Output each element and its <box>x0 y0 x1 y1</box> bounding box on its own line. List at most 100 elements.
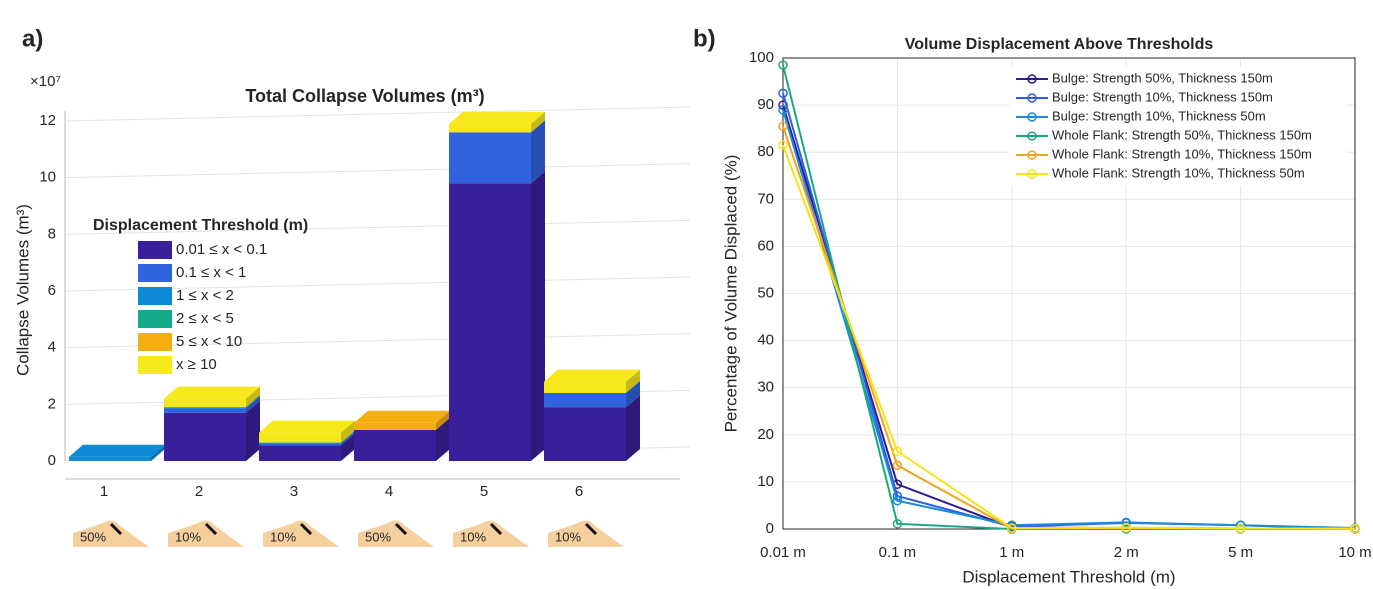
x-tick-label: 2 <box>195 483 203 500</box>
bar-segment <box>449 132 531 184</box>
bar-side <box>246 386 260 408</box>
chart-title: Total Collapse Volumes (m³) <box>245 86 484 106</box>
x-tick-label: 4 <box>385 483 393 500</box>
y-tick-label: 90 <box>757 96 774 113</box>
y-axis-label: Collapse Volumes (m³) <box>13 204 32 376</box>
legend-marker <box>1027 74 1037 84</box>
legend-marker <box>1027 150 1037 160</box>
bar-side <box>341 420 355 443</box>
legend-swatch <box>138 264 172 282</box>
point <box>892 446 903 457</box>
bar-side <box>531 111 545 133</box>
icon-label: 50% <box>80 529 106 544</box>
bar-segment <box>259 432 341 443</box>
bar-segment <box>164 398 246 408</box>
legend-marker <box>1027 93 1037 103</box>
legend-label: 0.1 ≤ x < 1 <box>176 264 246 281</box>
legend-marker <box>1027 169 1037 179</box>
point <box>778 105 788 115</box>
slope-icon-mark <box>299 522 313 536</box>
slope-icon-mark <box>204 522 218 536</box>
bar-top <box>69 444 165 457</box>
y-tick-label: 0 <box>48 452 56 469</box>
bar-side <box>531 171 545 462</box>
bar-side <box>151 444 165 461</box>
legend-marker <box>1027 112 1037 122</box>
bar-top <box>449 111 545 124</box>
panel-label: b) <box>693 25 716 52</box>
x-tick-label: 1 m <box>999 544 1024 561</box>
x-tick-label: 6 <box>575 483 583 500</box>
legend-label: 5 ≤ x < 10 <box>176 333 242 350</box>
bar-top <box>259 420 355 433</box>
y-tick-label: 20 <box>757 426 774 443</box>
slope-icon-mark <box>109 522 123 536</box>
x-tick-label: 10 m <box>1338 544 1371 561</box>
legend-label: x ≥ 10 <box>176 356 217 373</box>
slope-icon <box>358 520 434 547</box>
point <box>778 121 788 132</box>
y-tick-label: 6 <box>48 282 56 299</box>
bar-side <box>246 396 260 413</box>
bar-segment <box>544 393 626 408</box>
bar-segment <box>164 407 246 409</box>
legend-label: Bulge: Strength 10%, Thickness 150m <box>1052 89 1273 104</box>
y-axis-label: Percentage of Volume Displaced (%) <box>721 155 740 433</box>
chart-title: Volume Displacement Above Thresholds <box>905 36 1214 53</box>
bar-segment <box>259 445 341 461</box>
legend-box <box>1009 66 1347 186</box>
legend-marker <box>1027 131 1037 141</box>
point <box>892 495 903 506</box>
legend-label: 0.01 ≤ x < 0.1 <box>176 241 267 258</box>
x-axis-label: Displacement Threshold (m) <box>962 567 1175 586</box>
point <box>1235 523 1246 534</box>
bar-segment <box>544 381 626 393</box>
bar-side <box>626 395 640 461</box>
bar-segment <box>544 407 626 461</box>
icon-label: 10% <box>175 529 201 544</box>
point <box>778 88 788 99</box>
y-tick-label: 0 <box>766 520 774 537</box>
slope-icon <box>263 520 339 547</box>
bar-side <box>341 433 355 461</box>
slope-icon <box>548 520 624 547</box>
legend-label: Whole Flank: Strength 10%, Thickness 150… <box>1052 146 1312 161</box>
point <box>1007 523 1017 533</box>
bar-side <box>246 400 260 461</box>
bar-segment <box>354 429 436 461</box>
legend-label: Whole Flank: Strength 10%, Thickness 50m <box>1052 165 1305 180</box>
legend-label: Bulge: Strength 50%, Thickness 150m <box>1052 70 1273 85</box>
bar-segment <box>449 183 531 462</box>
bar-segment <box>354 422 436 430</box>
slope-icon <box>73 520 149 547</box>
x-tick-label: 1 <box>100 483 108 500</box>
legend-label: Bulge: Strength 10%, Thickness 50m <box>1052 108 1266 123</box>
slope-icon <box>168 520 244 547</box>
series-line <box>782 109 1356 530</box>
axis-multiplier: ×10⁷ <box>30 73 61 90</box>
series-line <box>782 144 1355 530</box>
slope-icon <box>453 520 529 547</box>
x-tick-label: 2 m <box>1114 544 1139 561</box>
y-tick-label: 50 <box>757 284 774 301</box>
series-line <box>782 125 1356 530</box>
icon-label: 10% <box>270 529 296 544</box>
legend-swatch <box>138 356 172 374</box>
legend-label: 2 ≤ x < 5 <box>176 310 234 327</box>
bar-side <box>436 410 450 430</box>
y-tick-label: 70 <box>757 190 774 207</box>
y-tick-label: 8 <box>48 225 56 242</box>
bar-top <box>354 410 450 423</box>
x-tick-label: 5 m <box>1228 544 1253 561</box>
bar-segment <box>449 123 531 133</box>
bar-segment <box>259 444 341 446</box>
legend-title: Displacement Threshold (m) <box>93 217 308 234</box>
panel-label: a) <box>22 25 43 52</box>
slope-icon-mark <box>489 522 503 536</box>
slope-icon-mark <box>584 522 598 536</box>
icon-label: 50% <box>365 529 391 544</box>
y-tick-label: 10 <box>39 169 56 186</box>
x-tick-label: 5 <box>480 483 488 500</box>
bar-segment <box>69 456 151 461</box>
point <box>778 60 788 70</box>
